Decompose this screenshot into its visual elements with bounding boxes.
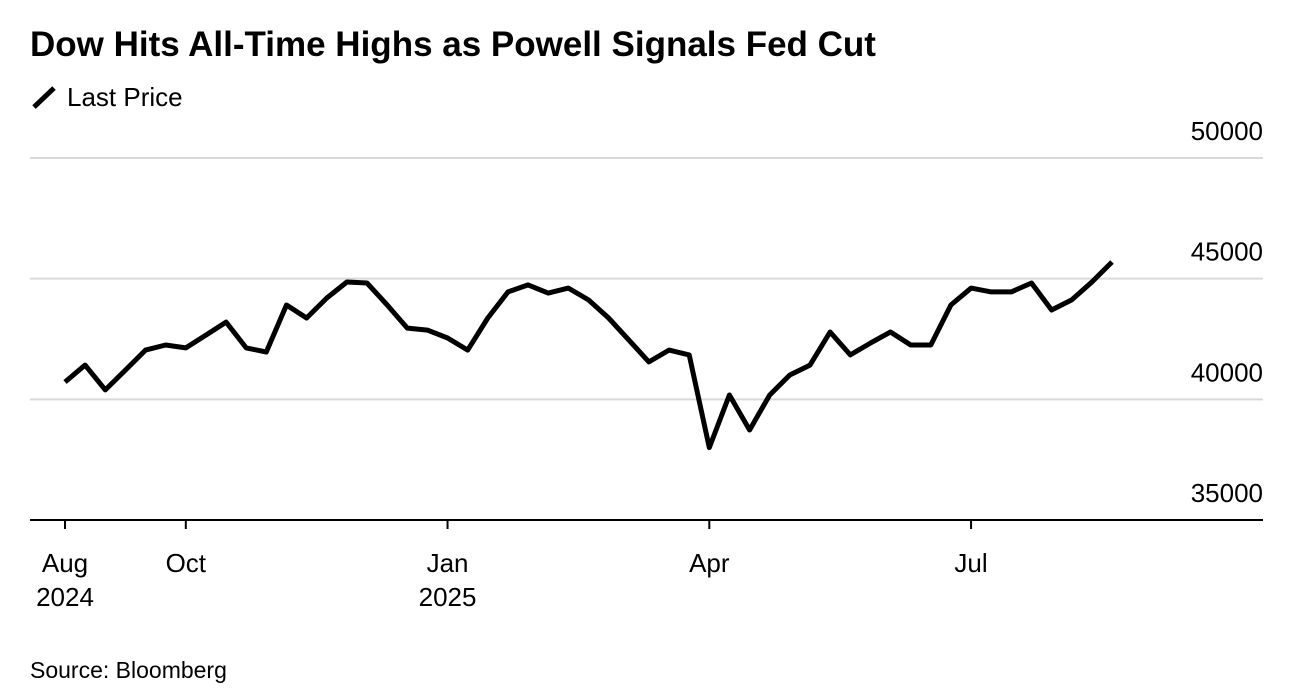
x-tick-label: Jul	[954, 548, 988, 578]
price-line	[63, 260, 1114, 451]
y-tick-label: 45000	[1191, 237, 1263, 267]
x-tick-label: Aug 2024	[36, 548, 94, 612]
y-tick-label: 40000	[1191, 357, 1263, 387]
legend-label: Last Price	[67, 82, 183, 112]
y-tick-label: 50000	[1191, 116, 1263, 146]
x-tick-label: Jan 2025	[418, 548, 477, 612]
y-tick-label: 35000	[1191, 478, 1263, 508]
source: Source: Bloomberg	[30, 657, 227, 683]
chart-title: Dow Hits All-Time Highs as Powell Signal…	[30, 25, 876, 64]
legend-swatch	[32, 86, 56, 109]
x-tick-label: Oct	[165, 548, 207, 578]
x-tick-label: Apr	[689, 548, 730, 578]
